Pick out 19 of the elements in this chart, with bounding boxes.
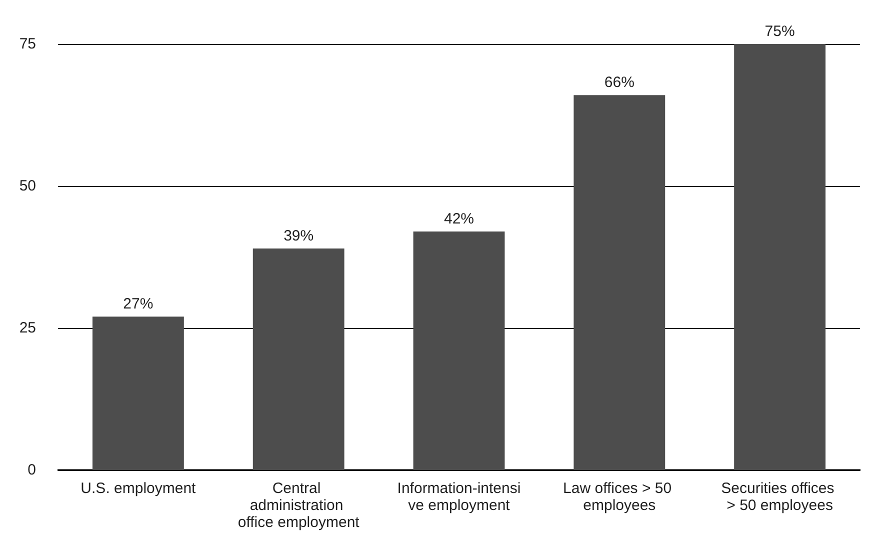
x-tick-label: Central administration office employment — [238, 480, 360, 531]
y-tick-label: 25 — [19, 320, 36, 336]
y-tick-label: 50 — [19, 178, 36, 194]
data-label: 42% — [444, 210, 474, 228]
x-tick-label: Law offices > 50 employees — [563, 480, 676, 514]
x-tick-label: Information-intensive employment — [397, 480, 521, 514]
y-tick-label: 0 — [28, 462, 36, 478]
data-label: 39% — [284, 227, 314, 244]
bar — [734, 44, 826, 470]
bar — [92, 316, 184, 470]
data-label: 66% — [604, 74, 634, 92]
data-label: 27% — [123, 296, 154, 313]
x-tick-label: U.S. employment — [80, 480, 197, 497]
bar — [574, 95, 666, 470]
x-tick-label: Securities offices > 50 employees — [721, 480, 838, 514]
data-label: 75% — [764, 23, 795, 40]
bar — [252, 248, 344, 470]
y-tick-label: 75 — [19, 36, 36, 52]
bar — [413, 231, 505, 470]
